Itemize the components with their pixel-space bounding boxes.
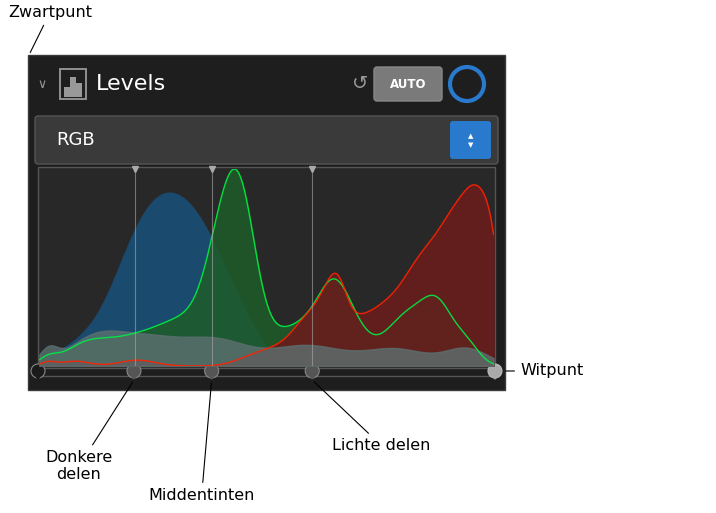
FancyBboxPatch shape	[35, 116, 498, 164]
Text: Levels: Levels	[96, 74, 166, 94]
Text: Lichte delen: Lichte delen	[314, 382, 430, 453]
Text: Donkere
delen: Donkere delen	[45, 382, 132, 482]
Text: ▲: ▲	[468, 133, 473, 139]
Circle shape	[127, 364, 141, 378]
Bar	[38, 167, 495, 368]
Circle shape	[205, 364, 218, 378]
Text: Middentinten: Middentinten	[148, 383, 255, 503]
Polygon shape	[33, 372, 43, 379]
Bar	[70, 77, 76, 97]
Polygon shape	[490, 372, 500, 379]
Text: ↺: ↺	[352, 74, 368, 93]
Text: Zwartpunt: Zwartpunt	[8, 5, 92, 52]
Text: AUTO: AUTO	[390, 77, 426, 90]
Bar	[76, 83, 82, 97]
FancyBboxPatch shape	[450, 121, 491, 159]
Text: Witpunt: Witpunt	[505, 364, 584, 379]
Bar	[60, 69, 86, 99]
Circle shape	[488, 364, 502, 378]
Polygon shape	[207, 372, 216, 379]
Circle shape	[305, 364, 319, 378]
Text: ∨: ∨	[37, 77, 47, 90]
Text: ▼: ▼	[468, 142, 473, 148]
Bar	[28, 55, 505, 390]
Polygon shape	[129, 372, 139, 379]
FancyBboxPatch shape	[374, 67, 442, 101]
Bar	[64, 87, 70, 97]
Polygon shape	[307, 372, 317, 379]
Circle shape	[31, 364, 45, 378]
Text: RGB: RGB	[56, 131, 95, 149]
